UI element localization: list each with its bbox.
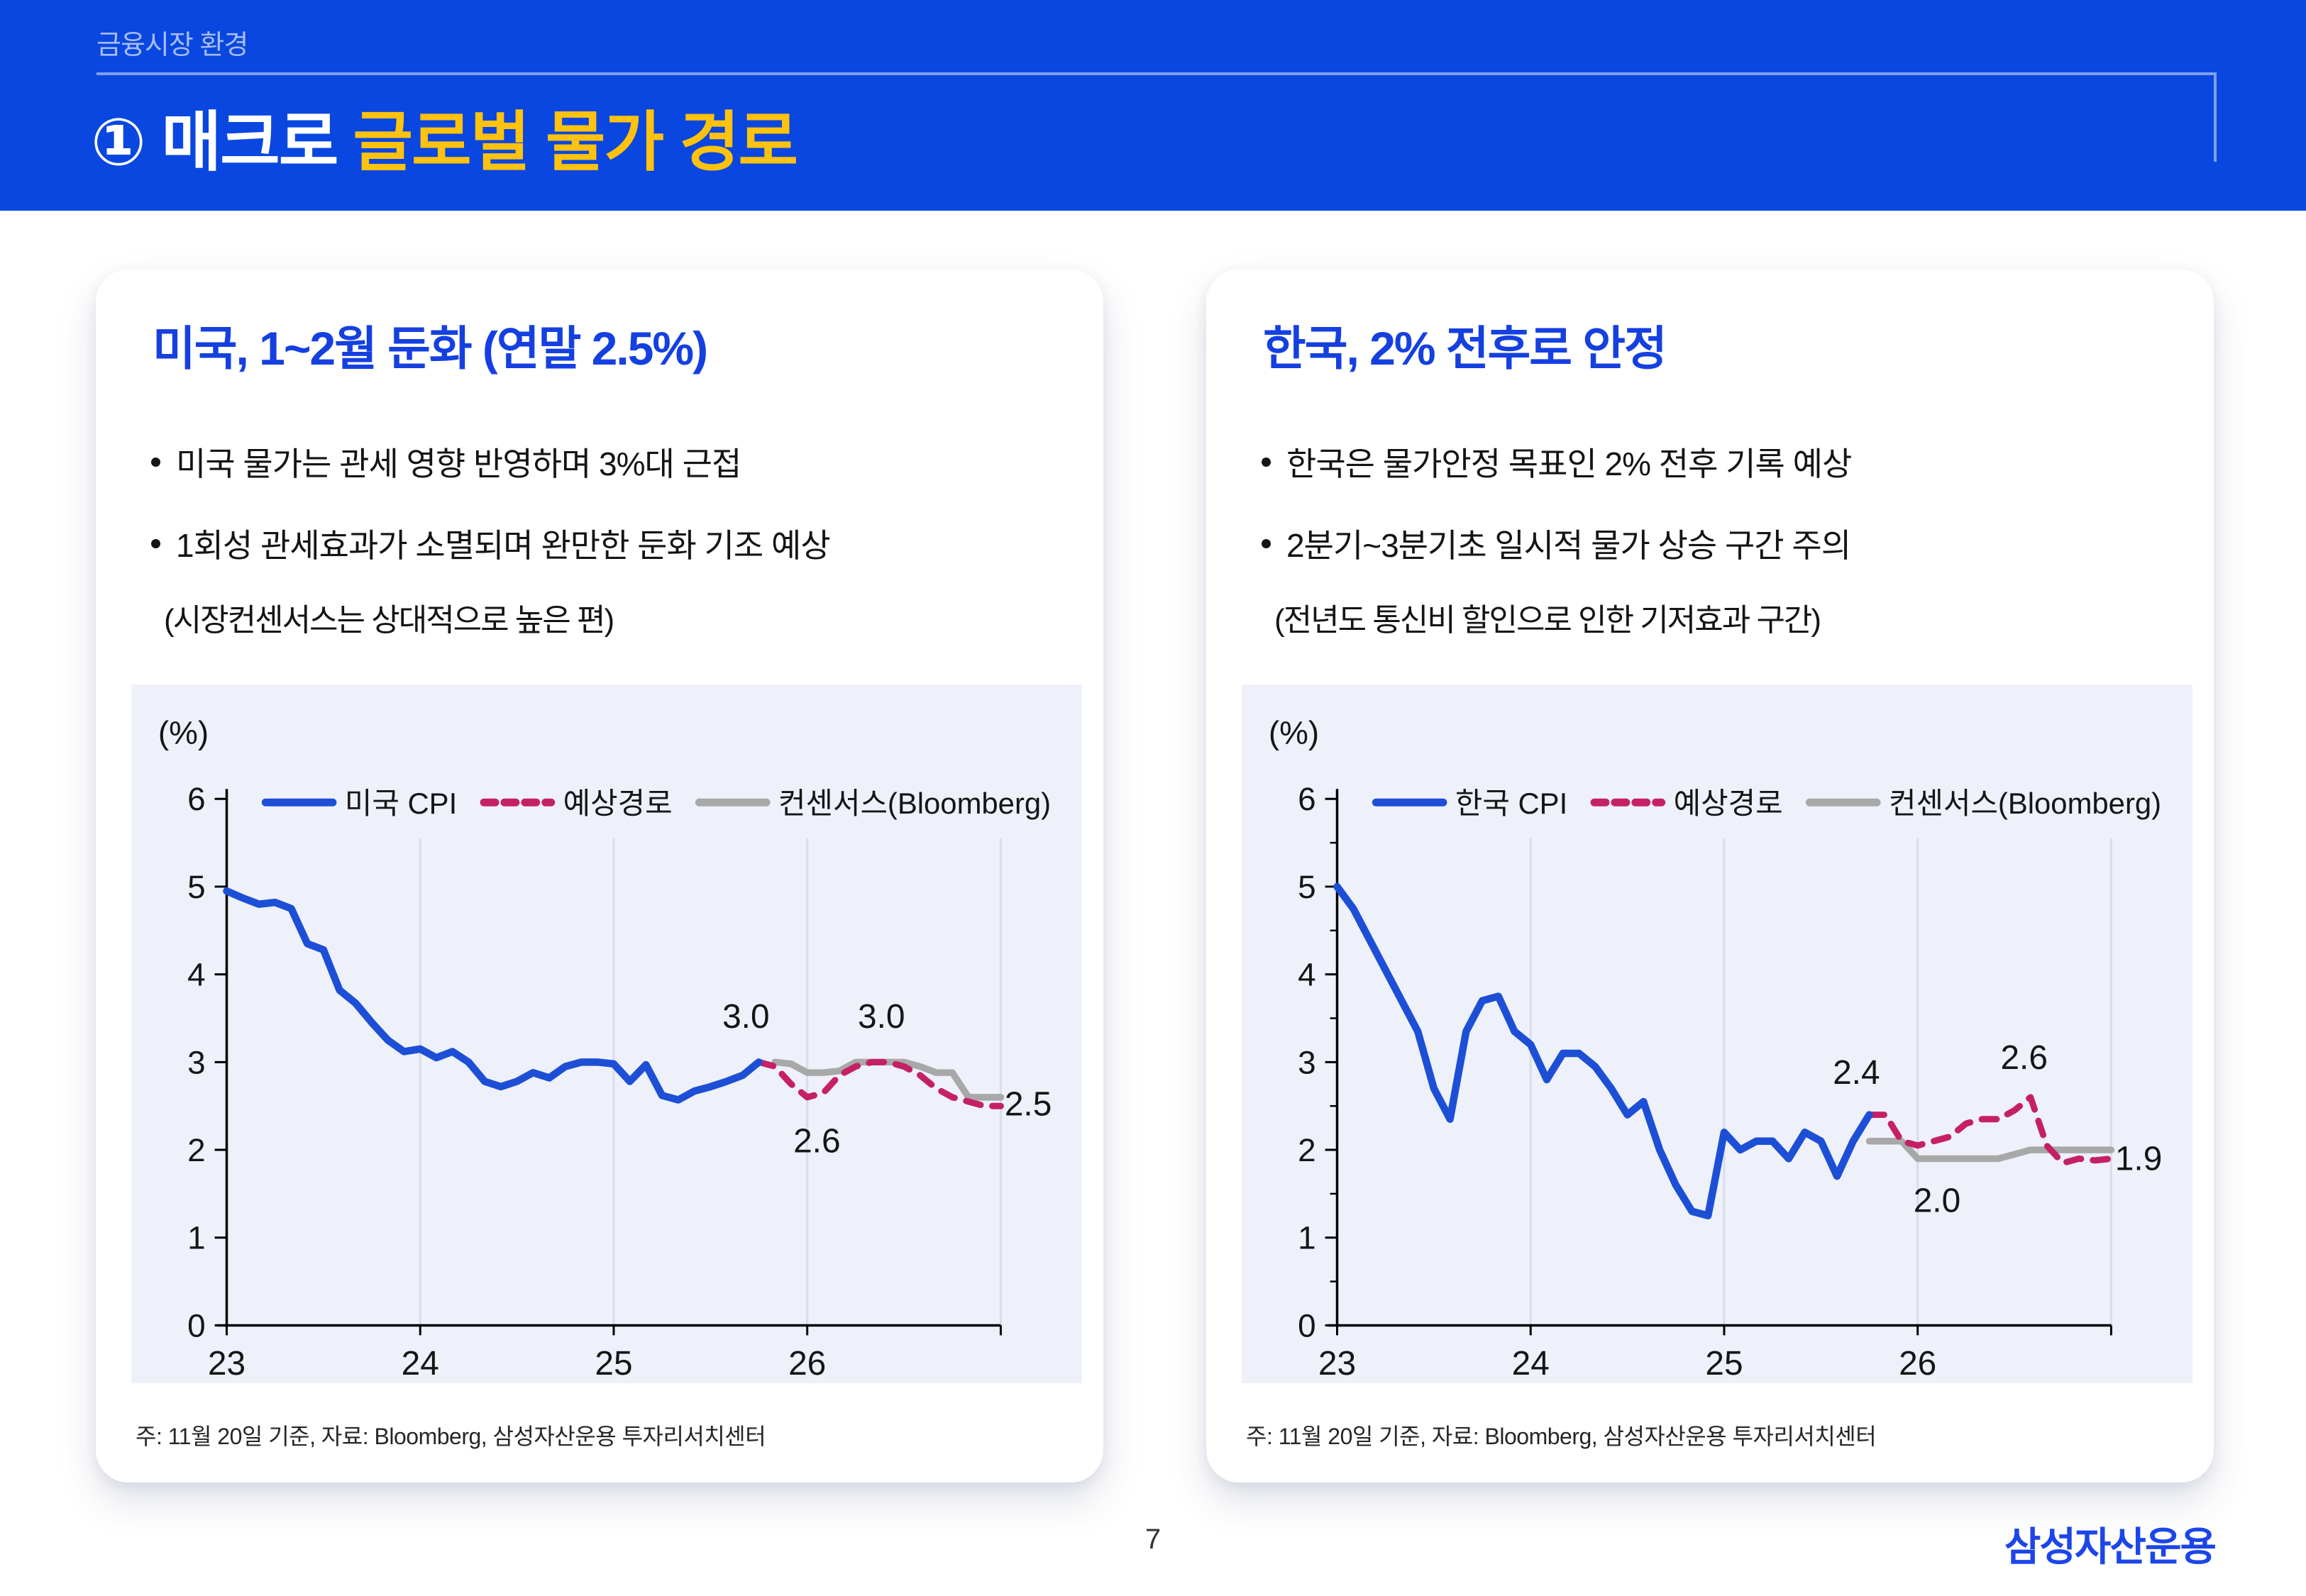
- card-us-inflation: 미국, 1~2월 둔화 (연말 2.5%) 미국 물가는 관세 영향 반영하며 …: [96, 270, 1103, 1483]
- series-line: [1865, 1138, 2115, 1163]
- y-tick-label: 5: [187, 869, 205, 905]
- bullet-dot-icon: [151, 538, 160, 548]
- card-korea-bullet-2: 2분기~3분기초 일시적 물가 상승 구간 주의: [1262, 520, 1851, 567]
- page-title-white: ① 매크로: [91, 106, 338, 179]
- breadcrumb: 금융시장 환경: [96, 31, 248, 60]
- x-tick-label: 23: [208, 1345, 246, 1382]
- y-tick-label: 4: [1298, 957, 1315, 993]
- y-tick-label: 6: [187, 781, 205, 817]
- us-cpi-chart-panel: 0 1 2 3 4 5 6 23 24 25 26 3.0 3.0 2.6 2.5 (%) 미국 CPI 예상경로…: [131, 685, 1082, 1383]
- bullet-dot-icon: [151, 457, 160, 467]
- series-line: [756, 1058, 1004, 1109]
- card-us-note: (시장컨센서스는 상대적으로 높은 편): [164, 603, 614, 638]
- series-line: [771, 1058, 1005, 1101]
- y-tick-label: 1: [187, 1220, 205, 1256]
- x-tick-label: 24: [1512, 1345, 1550, 1382]
- y-tick-label: 0: [1298, 1307, 1315, 1343]
- x-tick-label: 26: [1899, 1345, 1936, 1382]
- card-us-bullet-1: 미국 물가는 관세 영향 반영하며 3%대 근접: [151, 438, 741, 485]
- card-korea-inflation: 한국, 2% 전후로 안정 한국은 물가안정 목표인 2% 전후 기록 예상 2…: [1206, 270, 2214, 1483]
- y-tick-label: 5: [1298, 869, 1315, 905]
- data-label: 2.6: [793, 1123, 840, 1160]
- y-tick-label: 2: [1298, 1132, 1315, 1168]
- unit-label: (%): [1269, 715, 1319, 751]
- unit-label: (%): [158, 715, 209, 751]
- bullet-dot-icon: [1262, 457, 1271, 467]
- page-title: ① 매크로 글로벌 물가 경로: [91, 89, 798, 184]
- x-tick-label: 23: [1318, 1345, 1356, 1382]
- card-korea-note: (전년도 통신비 할인으로 인한 기저효과 구간): [1274, 603, 1821, 638]
- y-tick-label: 4: [187, 957, 205, 993]
- data-label: 2.4: [1833, 1054, 1880, 1092]
- legend-label: 컨센서스(Bloomberg): [1889, 787, 2161, 820]
- banner-rule-line: [96, 72, 2217, 75]
- page-title-yellow: 글로벌 물가 경로: [353, 106, 798, 179]
- legend-label: 예상경로: [563, 787, 673, 820]
- card-us-footnote: 주: 11월 20일 기준, 자료: Bloomberg, 삼성자산운용 투자리…: [136, 1424, 766, 1449]
- data-label: 2.5: [1005, 1086, 1052, 1124]
- y-tick-label: 6: [1298, 781, 1315, 817]
- x-tick-label: 24: [402, 1345, 439, 1382]
- card-korea-bullet-1: 한국은 물가안정 목표인 2% 전후 기록 예상: [1262, 438, 1852, 485]
- x-tick-label: 26: [788, 1345, 826, 1382]
- y-tick-label: 0: [187, 1307, 205, 1343]
- y-tick-label: 3: [1298, 1044, 1315, 1080]
- legend-label: 미국 CPI: [345, 787, 457, 820]
- legend-label: 한국 CPI: [1455, 787, 1567, 820]
- card-korea-bullet-2-text: 2분기~3분기초 일시적 물가 상승 구간 주의: [1286, 527, 1851, 564]
- card-korea-title: 한국, 2% 전후로 안정: [1263, 322, 1667, 375]
- data-label: 3.0: [722, 998, 769, 1036]
- series-line: [1333, 882, 1873, 1220]
- y-tick-label: 3: [187, 1044, 205, 1080]
- data-label: 2.0: [1914, 1182, 1960, 1220]
- y-tick-label: 2: [187, 1132, 205, 1168]
- y-tick-label: 1: [1298, 1220, 1315, 1256]
- x-tick-label: 25: [1705, 1345, 1743, 1382]
- data-label: 1.9: [2115, 1140, 2162, 1177]
- card-us-bullet-2-text: 1회성 관세효과가 소멸되며 완만한 둔화 기조 예상: [176, 527, 831, 564]
- banner-corner-hook: [2214, 72, 2217, 162]
- series-line: [223, 887, 763, 1104]
- page-number: 7: [1144, 1524, 1162, 1555]
- card-korea-bullet-1-text: 한국은 물가안정 목표인 2% 전후 기록 예상: [1286, 445, 1852, 482]
- korea-cpi-chart-panel: 0 1 2 3 4 5 6 23 24 25 26 2.4 2.6 2.0 1.9 (%) 한국 CPI 예상경로…: [1242, 685, 2192, 1383]
- card-us-bullet-1-text: 미국 물가는 관세 영향 반영하며 3%대 근접: [176, 445, 741, 482]
- card-korea-footnote: 주: 11월 20일 기준, 자료: Bloomberg, 삼성자산운용 투자리…: [1246, 1424, 1877, 1449]
- card-us-title: 미국, 1~2월 둔화 (연말 2.5%): [153, 322, 708, 375]
- bullet-dot-icon: [1262, 538, 1271, 548]
- data-label: 2.6: [2000, 1039, 2047, 1077]
- data-label: 3.0: [858, 998, 905, 1036]
- header-banner: 금융시장 환경 ① 매크로 글로벌 물가 경로: [0, 0, 2306, 211]
- x-tick-label: 25: [595, 1345, 632, 1382]
- legend-label: 예상경로: [1674, 787, 1783, 820]
- series-line: [1866, 1094, 2114, 1167]
- legend-label: 컨센서스(Bloomberg): [778, 787, 1051, 820]
- card-us-bullet-2: 1회성 관세효과가 소멸되며 완만한 둔화 기조 예상: [151, 520, 831, 567]
- samsung-asset-management-logo: 삼성자산운용: [2004, 1524, 2217, 1569]
